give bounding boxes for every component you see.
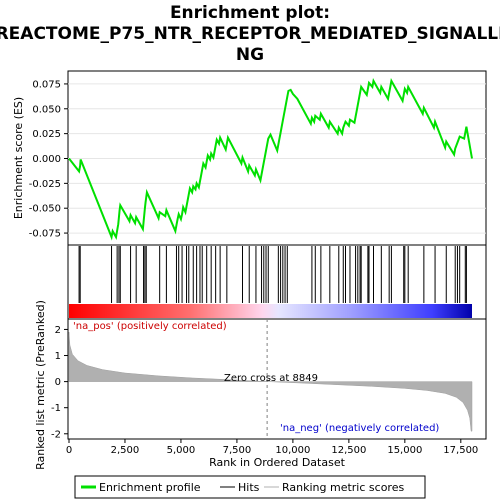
x-tick-label: 17,500 bbox=[443, 445, 478, 456]
zero-cross-label: Zero cross at 8849 bbox=[224, 373, 318, 384]
neg-correlated-label: 'na_neg' (negatively correlated) bbox=[280, 423, 439, 434]
legend-profile-label: Enrichment profile bbox=[99, 481, 201, 494]
pos-correlated-label: 'na_pos' (positively correlated) bbox=[73, 321, 227, 332]
enrichment-profile-line bbox=[68, 78, 473, 241]
es-y-tick-label: 0.075 bbox=[32, 79, 61, 90]
x-tick-label: 12,500 bbox=[331, 445, 366, 456]
metric-y-tick-label: 1 bbox=[55, 351, 61, 362]
title-line-1: Enrichment plot: bbox=[170, 3, 330, 23]
x-tick-label: 5,000 bbox=[167, 445, 196, 456]
title-line-3: NG bbox=[236, 45, 264, 65]
metric-y-tick-label: -2 bbox=[51, 429, 61, 440]
legend-metric-label: Ranking metric scores bbox=[282, 481, 404, 494]
title-line-2: REACTOME_P75_NTR_RECEPTOR_MEDIATED_SIGNA… bbox=[0, 24, 500, 44]
legend: Enrichment profile Hits Ranking metric s… bbox=[74, 475, 426, 499]
metric-panel: 2 1 0 -1 -2 'na_pos' (positively correlated)… bbox=[51, 318, 487, 440]
legend-hits-label: Hits bbox=[238, 481, 260, 494]
es-y-tick-label: 0.000 bbox=[32, 154, 61, 165]
x-tick-label: 0 bbox=[66, 445, 72, 456]
metric-y-tick-label: -1 bbox=[51, 403, 61, 414]
x-tick-label: 2,500 bbox=[111, 445, 140, 456]
hits-panel bbox=[67, 244, 487, 320]
es-y-tick-label: -0.050 bbox=[29, 204, 61, 215]
x-tick-label: 7,500 bbox=[223, 445, 252, 456]
x-tick-label: 15,000 bbox=[387, 445, 422, 456]
x-axis-label: Rank in Ordered Dataset bbox=[209, 456, 346, 469]
metric-y-tick-label: 0 bbox=[55, 377, 61, 388]
es-y-tick-label: -0.075 bbox=[29, 229, 61, 240]
es-panel: 0.075 0.050 0.025 0.000 -0.025 -0.050 -0.075 bbox=[29, 70, 487, 246]
metric-y-tick-label: 2 bbox=[55, 325, 61, 336]
x-tick-label: 10,000 bbox=[275, 445, 310, 456]
es-y-tick-label: 0.025 bbox=[32, 129, 61, 140]
ranking-color-bar bbox=[69, 304, 472, 318]
ranking-metric-area bbox=[68, 332, 473, 432]
metric-y-axis-label: Ranked list metric (PreRanked) bbox=[34, 300, 47, 470]
es-y-tick-label: 0.050 bbox=[32, 104, 61, 115]
es-y-axis-label: Enrichment score (ES) bbox=[12, 97, 25, 219]
es-y-tick-label: -0.025 bbox=[29, 179, 61, 190]
legend-frame bbox=[74, 475, 426, 499]
